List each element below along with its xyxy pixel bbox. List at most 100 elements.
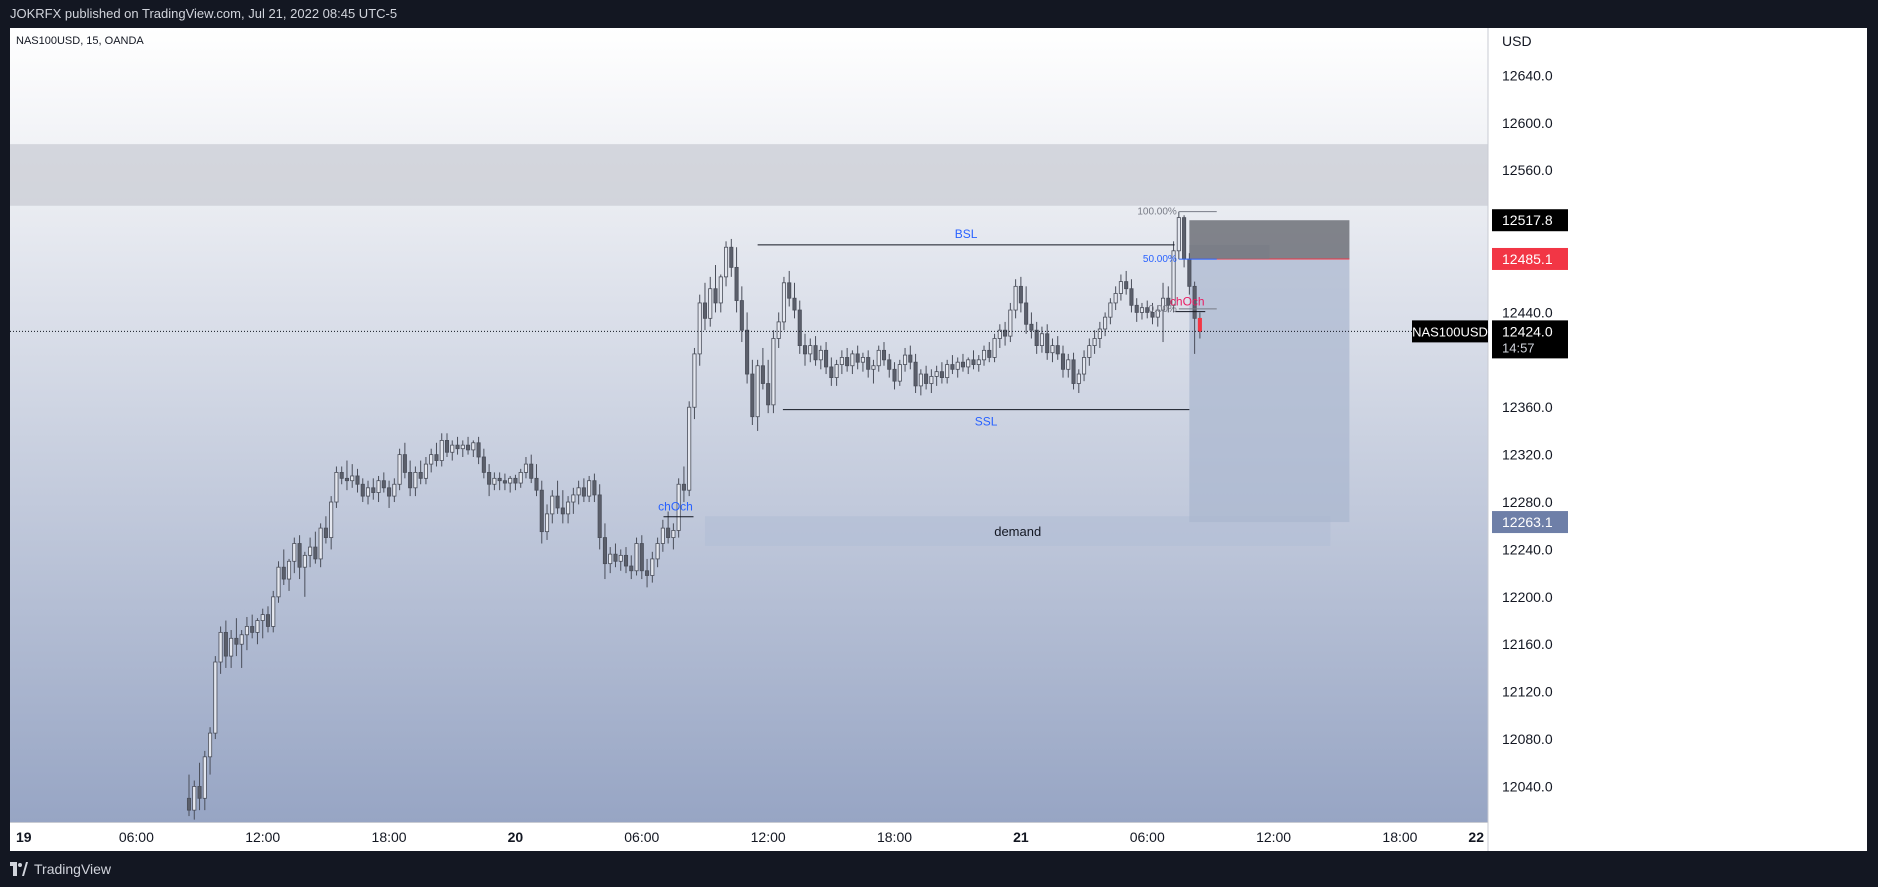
candle: [834, 359, 839, 386]
currency-label: USD: [1502, 33, 1532, 49]
candle-body: [776, 321, 781, 339]
symbol-tag: [1412, 320, 1488, 343]
candle-body: [450, 444, 455, 453]
candle: [376, 475, 381, 503]
candle: [1197, 312, 1202, 339]
y-tick-label: 12120.0: [1502, 684, 1553, 700]
candle-body: [771, 338, 776, 406]
candle: [197, 762, 202, 811]
candle: [734, 247, 739, 313]
candle-body: [381, 480, 386, 489]
candle: [434, 442, 439, 467]
candle: [260, 608, 265, 639]
candlestick-chart[interactable]: demand BSL SSL chOch chOch 100.00% 50.00% 0.00…: [10, 28, 1867, 851]
candle: [860, 352, 865, 372]
candle-body: [466, 444, 471, 451]
candle: [244, 616, 249, 651]
candle-body: [276, 566, 281, 598]
candle: [576, 480, 581, 505]
candle-body: [1087, 345, 1092, 358]
candle: [418, 460, 423, 485]
candle: [218, 626, 223, 674]
candle: [976, 355, 981, 372]
candle-body: [829, 366, 834, 378]
candle-body: [518, 472, 523, 484]
candle-body: [1166, 297, 1171, 306]
candle-body: [855, 353, 860, 363]
candle-body: [903, 354, 908, 365]
candle: [444, 433, 450, 457]
candle: [1118, 274, 1123, 301]
candle: [623, 547, 629, 574]
candle: [871, 359, 876, 384]
x-tick-label: 06:00: [1130, 829, 1165, 845]
candle-body: [1092, 338, 1097, 347]
symbol-line: NAS100USD, 15, OANDA: [16, 35, 144, 47]
candle: [392, 478, 397, 503]
candle: [292, 537, 297, 574]
candle: [997, 324, 1002, 348]
x-tick-label: 20: [508, 829, 524, 845]
candle-body: [623, 554, 629, 567]
candle: [334, 466, 339, 508]
candle: [745, 312, 750, 384]
candle-body: [308, 546, 313, 556]
y-tick-label: 12560.0: [1502, 162, 1553, 178]
price-tag: [1492, 209, 1568, 232]
candle-body: [313, 546, 318, 560]
candle-body: [602, 537, 607, 565]
candle-body: [471, 442, 476, 451]
candle: [650, 551, 655, 583]
candle: [1176, 211, 1181, 260]
candle-body: [897, 364, 902, 382]
candle-body: [218, 631, 223, 663]
x-tick-label: 18:00: [372, 829, 407, 845]
candle: [1024, 286, 1029, 334]
supply-zone: [10, 144, 1488, 206]
candle-body: [950, 364, 955, 370]
y-tick-label: 12600.0: [1502, 115, 1553, 131]
candle: [1139, 302, 1145, 320]
candle: [571, 487, 576, 514]
candle-body: [513, 477, 518, 484]
candle: [1192, 281, 1197, 354]
candle: [239, 630, 244, 668]
candle: [192, 780, 197, 820]
candle: [318, 523, 323, 568]
candle-body: [618, 554, 623, 562]
candle-body: [981, 349, 987, 361]
candle: [1103, 312, 1108, 337]
candle: [887, 353, 892, 378]
candle: [755, 359, 760, 431]
candle: [903, 347, 908, 372]
candle-body: [492, 477, 497, 485]
candle: [839, 350, 844, 375]
candle: [271, 590, 276, 633]
chart-frame[interactable]: demand BSL SSL chOch chOch 100.00% 50.00% 0.00…: [10, 28, 1867, 851]
candle-body: [713, 288, 718, 304]
candle-body: [223, 631, 228, 657]
tradingview-logo[interactable]: TradingView: [10, 861, 111, 877]
candle: [934, 365, 939, 386]
price-tag-label: 12517.8: [1502, 212, 1553, 228]
candle-body: [534, 477, 539, 491]
y-tick-label: 12320.0: [1502, 447, 1553, 463]
candle-body: [992, 338, 997, 358]
candle: [413, 466, 418, 497]
candle: [950, 355, 955, 375]
candle-body: [1066, 359, 1071, 370]
candle: [1003, 321, 1008, 346]
candle: [1018, 276, 1023, 313]
price-tag-label: 12485.1: [1502, 251, 1553, 267]
choch-label: chOch: [1170, 295, 1205, 309]
candle-body: [750, 373, 755, 418]
candle: [629, 555, 634, 580]
candle-body: [481, 456, 486, 473]
candle: [460, 440, 465, 457]
candle-body: [255, 620, 260, 633]
candle: [350, 464, 355, 488]
tradingview-logo-icon: [10, 862, 28, 876]
candle: [687, 401, 692, 497]
candle-body: [1124, 281, 1129, 290]
candle: [402, 442, 407, 479]
